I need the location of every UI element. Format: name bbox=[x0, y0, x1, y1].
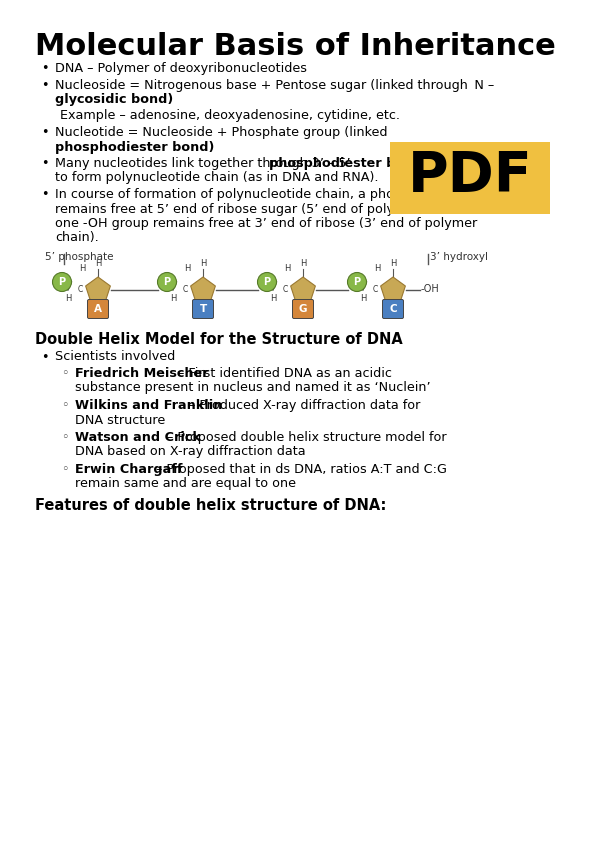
Text: C: C bbox=[389, 304, 397, 314]
Text: -OH: -OH bbox=[421, 284, 440, 294]
Text: H: H bbox=[200, 259, 206, 268]
Text: In course of formation of polynucleotide chain, a phosphate moiety: In course of formation of polynucleotide… bbox=[55, 188, 486, 201]
FancyBboxPatch shape bbox=[383, 300, 403, 318]
Text: – Proposed double helix structure model for: – Proposed double helix structure model … bbox=[163, 431, 447, 444]
Text: T: T bbox=[199, 304, 206, 314]
FancyBboxPatch shape bbox=[293, 300, 314, 318]
Text: ◦: ◦ bbox=[61, 463, 68, 476]
Text: H: H bbox=[390, 259, 396, 268]
Text: glycosidic bond): glycosidic bond) bbox=[55, 93, 173, 106]
Text: Scientists involved: Scientists involved bbox=[55, 350, 176, 364]
Text: ◦: ◦ bbox=[61, 399, 68, 412]
Text: H: H bbox=[184, 264, 190, 273]
Text: Features of double helix structure of DNA:: Features of double helix structure of DN… bbox=[35, 498, 386, 513]
Text: substance present in nucleus and named it as ‘Nuclein’: substance present in nucleus and named i… bbox=[75, 381, 431, 395]
Text: 3’ hydroxyl: 3’ hydroxyl bbox=[430, 252, 488, 262]
Text: – Produced X-ray diffraction data for: – Produced X-ray diffraction data for bbox=[186, 399, 421, 412]
Text: C: C bbox=[283, 285, 287, 295]
Text: Wilkins and Franklin: Wilkins and Franklin bbox=[75, 399, 223, 412]
Text: H: H bbox=[360, 294, 366, 303]
Text: ◦: ◦ bbox=[61, 367, 68, 380]
Text: ◦: ◦ bbox=[61, 431, 68, 444]
FancyBboxPatch shape bbox=[87, 300, 108, 318]
Text: one -OH group remains free at 3’ end of ribose (3’ end of polymer: one -OH group remains free at 3’ end of … bbox=[55, 217, 477, 230]
Text: Example – adenosine, deoxyadenosine, cytidine, etc.: Example – adenosine, deoxyadenosine, cyt… bbox=[60, 109, 400, 122]
Text: Nucleoside = Nitrogenous base + Pentose sugar (linked through  N –: Nucleoside = Nitrogenous base + Pentose … bbox=[55, 78, 494, 92]
FancyBboxPatch shape bbox=[390, 142, 550, 214]
Text: C: C bbox=[372, 285, 378, 295]
Text: H: H bbox=[284, 264, 290, 273]
Text: Double Helix Model for the Structure of DNA: Double Helix Model for the Structure of … bbox=[35, 332, 403, 347]
Text: P: P bbox=[353, 277, 361, 287]
Text: remains free at 5’ end of ribose sugar (5’ end of polymer chain) and: remains free at 5’ end of ribose sugar (… bbox=[55, 202, 491, 216]
Text: Watson and Crick: Watson and Crick bbox=[75, 431, 201, 444]
Text: A: A bbox=[94, 304, 102, 314]
Text: P: P bbox=[264, 277, 271, 287]
Text: H: H bbox=[300, 259, 306, 268]
Text: Friedrich Meischer: Friedrich Meischer bbox=[75, 367, 208, 380]
Text: H: H bbox=[95, 259, 101, 268]
Text: DNA based on X-ray diffraction data: DNA based on X-ray diffraction data bbox=[75, 445, 306, 459]
Text: •: • bbox=[41, 126, 49, 139]
Circle shape bbox=[158, 273, 177, 291]
Text: H: H bbox=[170, 294, 176, 303]
Text: G: G bbox=[299, 304, 307, 314]
Text: PDF: PDF bbox=[408, 149, 533, 203]
Text: Many nucleotides link together through 3’ – 5’: Many nucleotides link together through 3… bbox=[55, 157, 355, 170]
Text: P: P bbox=[164, 277, 171, 287]
Circle shape bbox=[347, 273, 367, 291]
Polygon shape bbox=[381, 277, 405, 301]
Polygon shape bbox=[86, 277, 110, 301]
Circle shape bbox=[52, 273, 71, 291]
Text: remain same and are equal to one: remain same and are equal to one bbox=[75, 477, 296, 491]
Text: DNA – Polymer of deoxyribonucleotides: DNA – Polymer of deoxyribonucleotides bbox=[55, 62, 307, 75]
Text: C: C bbox=[183, 285, 187, 295]
Text: •: • bbox=[41, 78, 49, 92]
Text: P: P bbox=[58, 277, 65, 287]
Text: phosphodiester bond: phosphodiester bond bbox=[269, 157, 422, 170]
Text: DNA structure: DNA structure bbox=[75, 413, 165, 427]
Text: C: C bbox=[77, 285, 83, 295]
Polygon shape bbox=[190, 277, 215, 301]
Text: •: • bbox=[41, 350, 49, 364]
Text: •: • bbox=[41, 62, 49, 75]
Text: H: H bbox=[79, 264, 85, 273]
FancyBboxPatch shape bbox=[193, 300, 214, 318]
Text: chain).: chain). bbox=[55, 232, 99, 244]
Text: – First identified DNA as an acidic: – First identified DNA as an acidic bbox=[174, 367, 392, 380]
Text: H: H bbox=[65, 294, 71, 303]
Text: •: • bbox=[41, 157, 49, 170]
Text: 5’ phosphate: 5’ phosphate bbox=[45, 252, 114, 262]
Text: phosphodiester bond): phosphodiester bond) bbox=[55, 141, 214, 153]
Text: to form polynucleotide chain (as in DNA and RNA).: to form polynucleotide chain (as in DNA … bbox=[55, 172, 378, 184]
Text: H: H bbox=[270, 294, 276, 303]
Text: Molecular Basis of Inheritance: Molecular Basis of Inheritance bbox=[35, 32, 556, 61]
Text: – Proposed that in ds DNA, ratios A:T and C:G: – Proposed that in ds DNA, ratios A:T an… bbox=[152, 463, 447, 476]
Text: H: H bbox=[374, 264, 380, 273]
Polygon shape bbox=[290, 277, 315, 301]
Text: Erwin Chargaff: Erwin Chargaff bbox=[75, 463, 183, 476]
Text: Nucleotide = Nucleoside + Phosphate group (linked: Nucleotide = Nucleoside + Phosphate grou… bbox=[55, 126, 387, 139]
Text: •: • bbox=[41, 188, 49, 201]
Circle shape bbox=[258, 273, 277, 291]
